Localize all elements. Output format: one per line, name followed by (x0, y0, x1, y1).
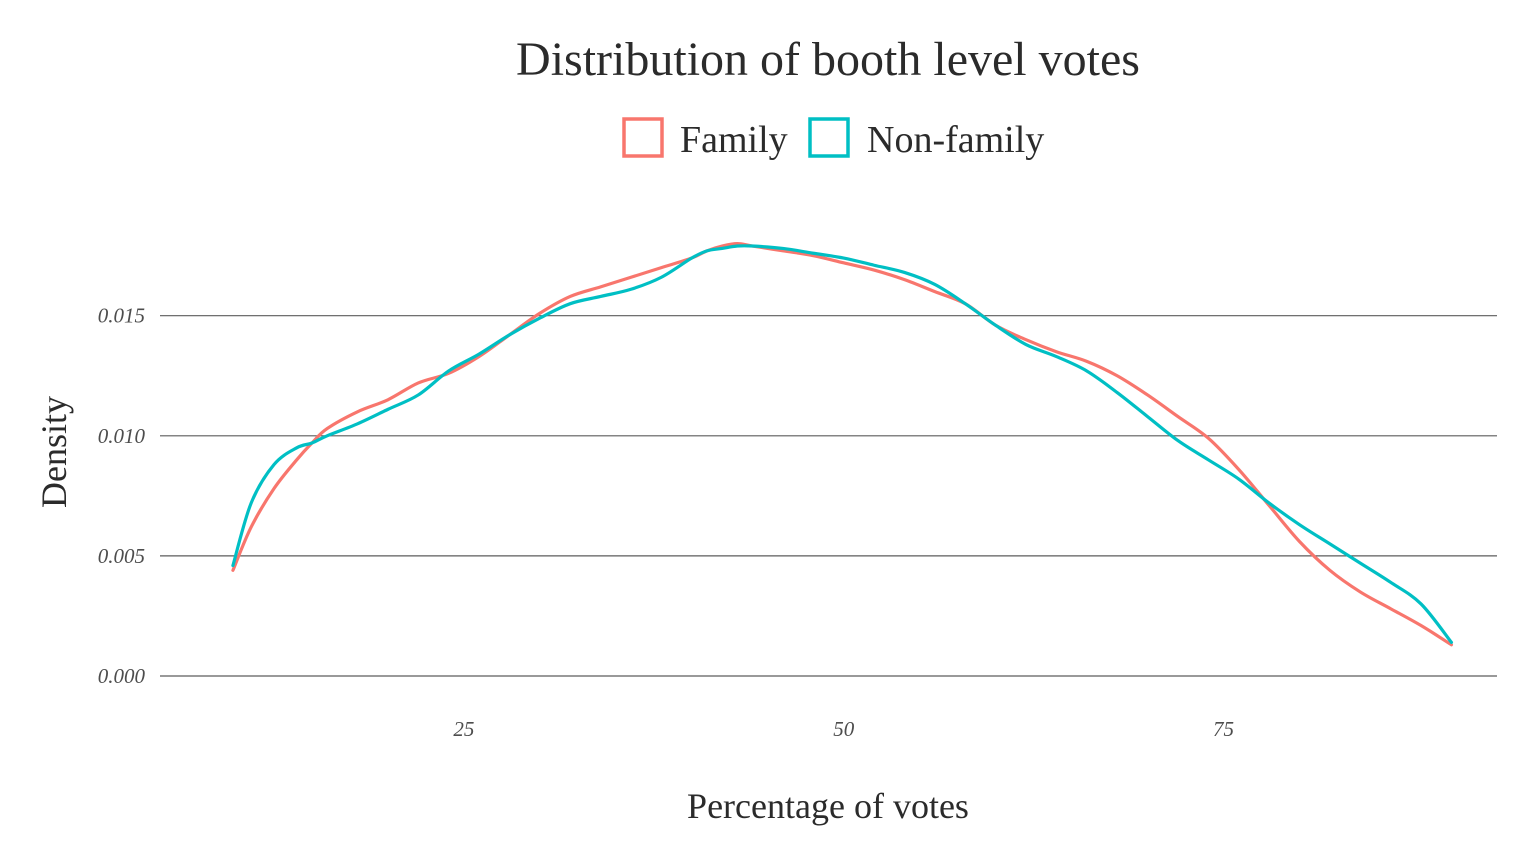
legend-label-family: Family (680, 119, 788, 161)
y-tick-label: 0.000 (98, 664, 146, 688)
chart-title: Distribution of booth level votes (516, 33, 1140, 86)
y-axis-ticks: 0.000 0.005 0.010 0.015 (98, 304, 146, 688)
series-line-non-family (231, 244, 1454, 644)
x-tick-label: 50 (833, 717, 855, 741)
x-axis-ticks: 25 50 75 (453, 717, 1234, 741)
y-tick-label: 0.010 (98, 424, 146, 448)
series-line-family (231, 242, 1454, 647)
series-lines (231, 242, 1454, 647)
legend-key-non-family (808, 117, 850, 158)
gridlines (160, 315, 1497, 677)
y-tick-label: 0.015 (98, 304, 145, 328)
x-tick-label: 75 (1213, 717, 1234, 741)
y-axis-title: Density (34, 396, 74, 508)
legend-label-non-family: Non-family (867, 119, 1044, 161)
legend-key-family (622, 117, 664, 158)
x-axis-title: Percentage of votes (687, 786, 969, 826)
x-tick-label: 25 (453, 717, 474, 741)
y-tick-label: 0.005 (98, 544, 145, 568)
legend: Family Non-family (622, 117, 1044, 161)
